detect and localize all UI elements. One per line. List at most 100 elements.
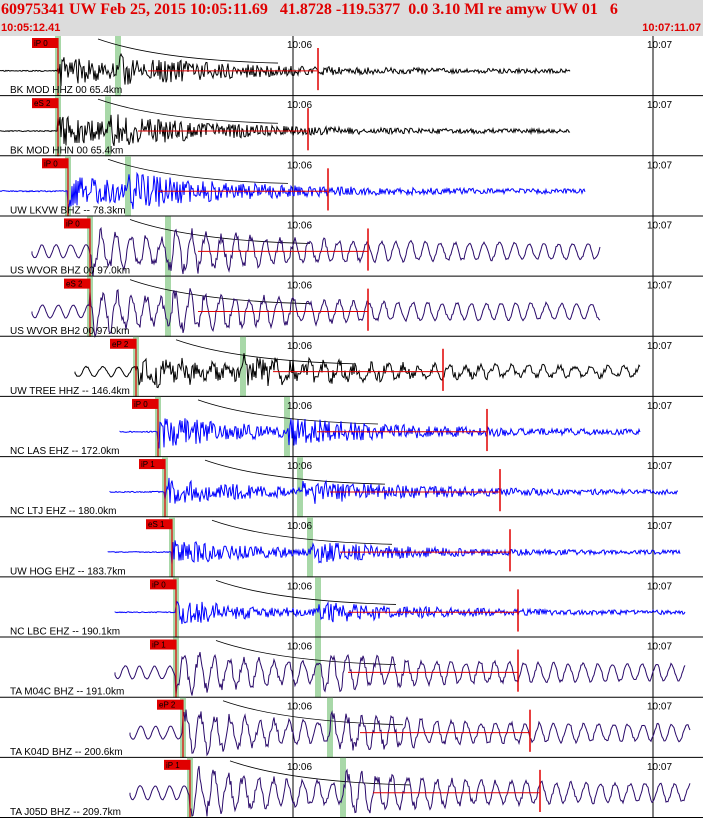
pick-flag[interactable] [146, 519, 172, 530]
waveform-line [114, 651, 686, 696]
trace-panel[interactable]: 10:06 10:07 iP 1 NC LTJ EHZ -- 180.0km [0, 457, 703, 518]
s-pick-band [125, 156, 131, 217]
station-label: NC LAS EHZ -- 172.0km [10, 446, 119, 457]
time-tick-label: 10:07 [647, 521, 672, 532]
theoretical-arrival-curve [211, 519, 393, 545]
waveform-line [107, 540, 681, 565]
time-tick-label: 10:06 [287, 702, 312, 713]
waveform-line [31, 226, 601, 277]
station-label: NC LTJ EHZ -- 180.0km [10, 506, 117, 517]
station-label: US WVOR BH2 00 97.0km [10, 326, 129, 337]
station-label: UW LKVW BHZ -- 78.3km [10, 205, 126, 216]
station-label: TA M04C BHZ -- 191.0km [10, 687, 124, 698]
window-end-time: 10:07:11.07 [642, 22, 701, 34]
window-start-time: 10:05:12.41 [1, 22, 61, 34]
waveform-line [114, 600, 686, 625]
waveform-line [129, 765, 691, 817]
pick-flag[interactable] [150, 639, 176, 650]
trace-panel[interactable]: 10:06 10:07 iP 0 NC LBC EHZ -- 190.1km [0, 577, 703, 638]
pick-label: iP 0 [34, 39, 48, 48]
time-tick-label: 10:06 [287, 40, 312, 51]
s-pick-band [115, 36, 121, 97]
s-pick-band [240, 336, 246, 397]
event-header: 60975341 UW Feb 25, 2015 10:05:11.69 41.… [0, 0, 703, 36]
pick-label: eS 2 [34, 99, 51, 108]
time-tick-label: 10:07 [647, 100, 672, 111]
s-pick-band [340, 757, 346, 818]
pick-label: iP 0 [66, 219, 80, 228]
time-tick-label: 10:06 [287, 581, 312, 592]
time-tick-label: 10:07 [647, 581, 672, 592]
trace-panel[interactable]: 10:06 10:07 iP 1 TA J05D BHZ -- 209.7km [0, 757, 703, 818]
event-title: 60975341 UW Feb 25, 2015 10:05:11.69 41.… [1, 1, 618, 18]
theoretical-arrival-curve [229, 760, 411, 786]
trace-panel[interactable]: 10:06 10:07 iP 0 NC LAS EHZ -- 172.0km [0, 396, 703, 458]
time-tick-label: 10:07 [647, 40, 672, 51]
station-label: BK MOD HHZ 00 65.4km [10, 85, 122, 96]
theoretical-arrival-curve [215, 640, 397, 666]
trace-panel[interactable]: 10:06 10:07 eS 1 UW HOG EHZ -- 183.7km [0, 517, 703, 578]
trace-panel[interactable]: 10:06 10:07 eS 2 US WVOR BH2 00 97.0km [0, 276, 703, 339]
theoretical-arrival-curve [197, 399, 379, 425]
time-tick-label: 10:07 [647, 762, 672, 773]
trace-panel[interactable]: 10:06 10:07 iP 1 TA M04C BHZ -- 191.0km [0, 637, 703, 698]
pick-label: iP 1 [152, 641, 166, 650]
pick-label: eP 2 [159, 701, 176, 710]
waveform-line [0, 52, 571, 87]
time-tick-label: 10:07 [647, 642, 672, 653]
waveform-line [109, 477, 679, 504]
pick-flag[interactable] [150, 579, 176, 590]
station-label: NC LBC EHZ -- 190.1km [10, 627, 120, 638]
s-pick-band [315, 637, 321, 698]
trace-panel[interactable]: 10:06 10:07 iP 0 US WVOR BHZ 00 97.0km [0, 216, 703, 277]
theoretical-arrival-curve [222, 700, 404, 726]
waveform-line [119, 418, 641, 449]
theoretical-arrival-curve [204, 459, 386, 485]
time-tick-label: 10:06 [287, 220, 312, 231]
station-label: US WVOR BHZ 00 97.0km [10, 266, 130, 277]
theoretical-arrival-curve [97, 98, 279, 124]
s-pick-band [315, 577, 321, 638]
trace-panel[interactable]: 10:06 10:07 eS 2 BK MOD HHN 00 65.4km [0, 96, 703, 157]
s-pick-band [165, 276, 171, 337]
s-pick-band [307, 517, 313, 578]
pick-flag[interactable] [164, 759, 190, 770]
theoretical-arrival-curve [175, 339, 357, 365]
pick-label: iP 1 [166, 761, 180, 770]
pick-flag[interactable] [42, 158, 68, 169]
time-tick-label: 10:06 [287, 401, 312, 412]
pick-flag[interactable] [132, 398, 158, 409]
pick-label: iP 0 [152, 580, 166, 589]
time-tick-label: 10:07 [647, 461, 672, 472]
time-tick-label: 10:07 [647, 702, 672, 713]
pick-label: iP 0 [134, 400, 148, 409]
time-tick-label: 10:06 [287, 642, 312, 653]
pick-flag[interactable] [32, 38, 58, 48]
pick-flag[interactable] [32, 98, 58, 109]
trace-panel[interactable]: 10:06 10:07 eP 2 TA K04D BHZ -- 200.6km [0, 697, 703, 758]
pick-label: eS 2 [66, 280, 83, 289]
waveform-line [0, 114, 571, 147]
station-label: UW TREE HHZ -- 146.4km [10, 386, 130, 397]
trace-panel[interactable]: 10:06 10:07 iP 0 UW LKVW BHZ -- 78.3km [0, 156, 703, 217]
pick-flag[interactable] [64, 278, 90, 289]
pick-flag[interactable] [139, 459, 165, 470]
time-tick-label: 10:06 [287, 281, 312, 292]
trace-panel[interactable]: 10:06 10:07 iP 0 BK MOD HHZ 00 65.4km [0, 36, 703, 97]
station-label: TA K04D BHZ -- 200.6km [10, 747, 123, 758]
station-label: TA J05D BHZ -- 209.7km [10, 807, 121, 818]
time-tick-label: 10:06 [287, 341, 312, 352]
station-label: UW HOG EHZ -- 183.7km [10, 566, 126, 577]
trace-panel[interactable]: 10:06 10:07 eP 2 UW TREE HHZ -- 146.4km [0, 336, 703, 397]
pick-label: eS 1 [148, 520, 165, 529]
station-label: BK MOD HHN 00 65.4km [10, 145, 123, 156]
pick-flag[interactable] [157, 699, 183, 710]
pick-label: iP 1 [141, 460, 155, 469]
time-tick-label: 10:07 [647, 281, 672, 292]
time-tick-label: 10:07 [647, 160, 672, 171]
pick-flag[interactable] [64, 218, 90, 229]
pick-flag[interactable] [110, 338, 136, 349]
theoretical-arrival-curve [215, 580, 397, 605]
theoretical-arrival-curve [107, 158, 289, 184]
